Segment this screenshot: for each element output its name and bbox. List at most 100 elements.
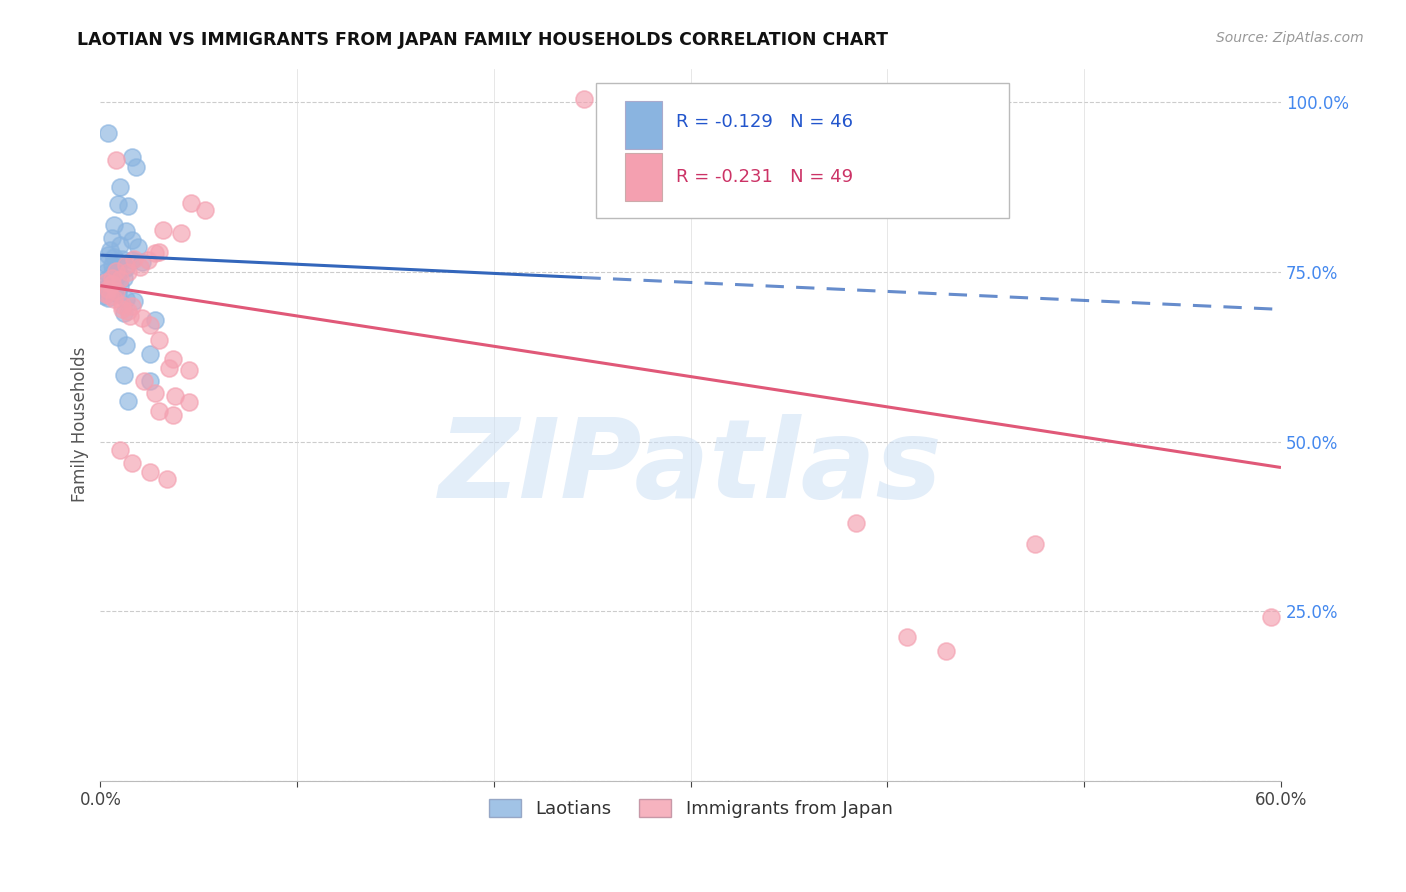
Point xyxy=(131,255,153,269)
Point xyxy=(1260,609,1282,624)
Point xyxy=(117,198,139,212)
Point xyxy=(115,224,138,238)
Point xyxy=(122,293,145,308)
Point xyxy=(101,270,124,285)
Point xyxy=(96,257,118,271)
Point xyxy=(170,226,193,240)
Point xyxy=(115,260,138,275)
Point xyxy=(138,346,160,360)
Point xyxy=(103,277,125,292)
Point xyxy=(145,246,167,260)
Point xyxy=(131,311,153,326)
Point xyxy=(111,252,134,266)
Point xyxy=(152,223,174,237)
Legend: Laotians, Immigrants from Japan: Laotians, Immigrants from Japan xyxy=(481,791,900,825)
Point xyxy=(1024,536,1046,550)
Point xyxy=(121,252,143,267)
Point xyxy=(177,395,200,409)
Point xyxy=(108,278,131,293)
Point xyxy=(105,284,128,298)
Point xyxy=(121,150,143,164)
Point xyxy=(845,516,868,530)
Point xyxy=(108,272,131,286)
Point xyxy=(125,160,148,174)
Point xyxy=(97,291,120,305)
Point xyxy=(108,238,131,252)
Point xyxy=(138,465,160,479)
FancyBboxPatch shape xyxy=(624,102,662,149)
Point xyxy=(138,318,160,332)
Point xyxy=(96,286,118,301)
Point xyxy=(117,265,139,279)
Point xyxy=(112,368,135,383)
Point xyxy=(121,299,143,313)
Point xyxy=(111,302,134,317)
Point xyxy=(145,312,167,326)
Point xyxy=(107,260,129,274)
Point xyxy=(96,265,118,279)
Point xyxy=(98,275,121,289)
Point xyxy=(128,260,150,274)
Point xyxy=(121,233,143,247)
Point xyxy=(112,270,135,285)
Point xyxy=(136,252,159,267)
Point xyxy=(98,289,121,303)
Point xyxy=(138,374,160,388)
Point xyxy=(101,277,124,292)
Point xyxy=(177,363,200,377)
Point xyxy=(97,126,120,140)
Point xyxy=(96,275,118,289)
Point xyxy=(101,231,124,245)
Point xyxy=(97,282,120,296)
Point xyxy=(156,472,179,486)
Point xyxy=(103,250,125,264)
Y-axis label: Family Households: Family Households xyxy=(72,347,89,502)
Point xyxy=(105,264,128,278)
Point xyxy=(115,292,138,306)
Point xyxy=(108,180,131,194)
Point xyxy=(107,268,129,283)
Point xyxy=(112,306,135,320)
Point xyxy=(101,267,124,281)
Point xyxy=(103,292,125,306)
Point xyxy=(148,244,170,259)
Point xyxy=(108,442,131,457)
Point xyxy=(93,282,115,296)
Point xyxy=(97,284,120,298)
Point xyxy=(107,286,129,301)
Point xyxy=(165,388,187,402)
Point xyxy=(132,374,155,388)
Point xyxy=(107,197,129,211)
Point xyxy=(117,304,139,318)
Point xyxy=(935,643,957,657)
Point xyxy=(96,273,118,287)
Text: R = -0.129   N = 46: R = -0.129 N = 46 xyxy=(676,113,853,131)
Point xyxy=(93,289,115,303)
Text: Source: ZipAtlas.com: Source: ZipAtlas.com xyxy=(1216,31,1364,45)
Point xyxy=(101,285,124,300)
Point xyxy=(157,361,180,376)
Point xyxy=(107,329,129,343)
Point xyxy=(118,309,141,323)
Point xyxy=(115,258,138,272)
Text: R = -0.231   N = 49: R = -0.231 N = 49 xyxy=(676,168,853,186)
Point xyxy=(145,385,167,400)
Point xyxy=(98,244,121,258)
Text: ZIPatlas: ZIPatlas xyxy=(439,414,942,521)
Point xyxy=(574,92,596,106)
Point xyxy=(111,298,134,312)
FancyBboxPatch shape xyxy=(624,153,662,201)
Point xyxy=(121,457,143,471)
Point xyxy=(105,153,128,168)
Point xyxy=(97,248,120,262)
FancyBboxPatch shape xyxy=(596,83,1010,219)
Point xyxy=(115,338,138,352)
Point xyxy=(896,630,918,644)
Point xyxy=(101,258,124,272)
Point xyxy=(162,408,184,422)
Point xyxy=(180,195,202,210)
Point xyxy=(194,202,217,217)
Point xyxy=(103,218,125,232)
Point xyxy=(162,351,184,366)
Point xyxy=(127,240,149,254)
